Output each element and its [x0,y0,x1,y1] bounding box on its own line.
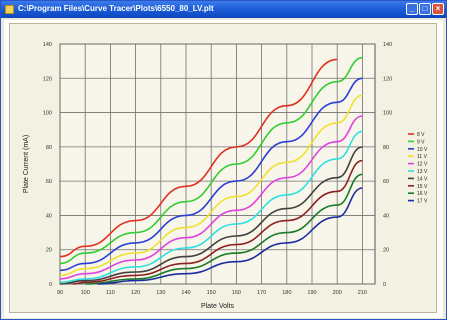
legend-label: 8 V [417,132,425,138]
y-tick-label-right: 20 [383,248,389,254]
y-tick-label: 100 [43,111,52,117]
x-axis-label: Plate Volts [201,303,235,310]
legend-label: 9 V [417,139,425,145]
y-tick-label-right: 60 [383,179,389,185]
series-line [59,146,363,285]
plate-curve-chart: 90 100 110 120 130 140 150 160 170 180 190 200 210 0 0… [23,42,428,310]
x-tick-label: 200 [333,290,342,296]
legend-label: 17 V [417,199,428,205]
legend-label: 14 V [417,176,428,182]
legend-label: 13 V [417,169,428,175]
series-line [59,94,363,277]
series-line [85,173,363,285]
maximize-button[interactable]: □ [419,3,431,15]
x-tick-label: 140 [181,290,190,296]
y-tick-label: 80 [46,145,52,151]
y-tick-label: 120 [43,76,52,82]
y-tick-label-right: 80 [383,145,389,151]
y-axis-label: Plate Current (mA) [23,135,30,193]
x-tick-label: 110 [106,290,115,296]
x-tick-label: 170 [257,290,266,296]
y-tick-label-right: 140 [383,42,392,48]
y-tick-label-right: 120 [383,76,392,82]
x-tick-label: 120 [131,290,140,296]
legend-label: 16 V [417,191,428,197]
series-line [59,115,363,280]
x-tick-label: 150 [207,290,216,296]
y-tick-label-right: 0 [383,282,386,288]
series-line [59,130,363,284]
minimize-button[interactable]: _ [406,3,418,15]
x-tick-label: 130 [156,290,165,296]
window-title: C:\Program Files\Curve Tracer\Plots\6550… [18,4,214,13]
series-line [72,159,363,285]
x-tick-label: 90 [57,290,63,296]
title-bar[interactable]: C:\Program Files\Curve Tracer\Plots\6550… [1,1,446,18]
legend-label: 12 V [417,162,428,168]
series-line [97,187,363,285]
x-tick-label: 210 [358,290,367,296]
app-icon[interactable] [5,5,14,14]
y-tick-label: 40 [46,213,52,219]
x-tick-label: 160 [232,290,241,296]
legend-label: 11 V [417,154,428,160]
y-tick-label-right: 40 [383,213,389,219]
x-tick-label: 100 [81,290,90,296]
series-line [59,77,363,272]
plot-area [59,43,376,285]
y-tick-label: 60 [46,179,52,185]
legend-label: 15 V [417,184,428,190]
series-line [59,58,338,258]
x-tick-label: 190 [307,290,316,296]
y-tick-label: 140 [43,42,52,48]
legend-label: 10 V [417,147,428,153]
y-tick-label-right: 100 [383,111,392,117]
plot-panel: 90 100 110 120 130 140 150 160 170 180 190 200 210 0 0… [9,23,437,313]
close-button[interactable]: × [432,3,444,15]
y-tick-label: 20 [46,248,52,254]
series-line [59,56,363,265]
x-tick-label: 180 [282,290,291,296]
y-tick-label: 0 [49,282,52,288]
client-area: 90 100 110 120 130 140 150 160 170 180 190 200 210 0 0… [4,20,443,318]
